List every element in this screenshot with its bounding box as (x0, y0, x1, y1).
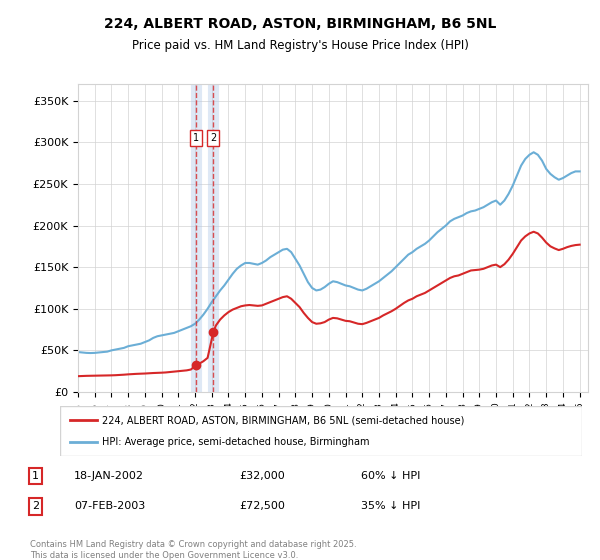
Text: Price paid vs. HM Land Registry's House Price Index (HPI): Price paid vs. HM Land Registry's House … (131, 39, 469, 52)
Text: 2: 2 (211, 133, 217, 143)
Text: 18-JAN-2002: 18-JAN-2002 (74, 471, 144, 481)
Text: 35% ↓ HPI: 35% ↓ HPI (361, 501, 421, 511)
Text: £72,500: £72,500 (240, 501, 286, 511)
Text: 224, ALBERT ROAD, ASTON, BIRMINGHAM, B6 5NL: 224, ALBERT ROAD, ASTON, BIRMINGHAM, B6 … (104, 17, 496, 31)
Text: 60% ↓ HPI: 60% ↓ HPI (361, 471, 421, 481)
Text: Contains HM Land Registry data © Crown copyright and database right 2025.
This d: Contains HM Land Registry data © Crown c… (30, 540, 356, 560)
Text: 1: 1 (193, 133, 199, 143)
Text: £32,000: £32,000 (240, 471, 286, 481)
Text: 1: 1 (32, 471, 39, 481)
Text: 2: 2 (32, 501, 39, 511)
Text: 07-FEB-2003: 07-FEB-2003 (74, 501, 145, 511)
Text: HPI: Average price, semi-detached house, Birmingham: HPI: Average price, semi-detached house,… (102, 437, 369, 447)
Text: 224, ALBERT ROAD, ASTON, BIRMINGHAM, B6 5NL (semi-detached house): 224, ALBERT ROAD, ASTON, BIRMINGHAM, B6 … (102, 415, 464, 425)
FancyBboxPatch shape (60, 406, 582, 456)
